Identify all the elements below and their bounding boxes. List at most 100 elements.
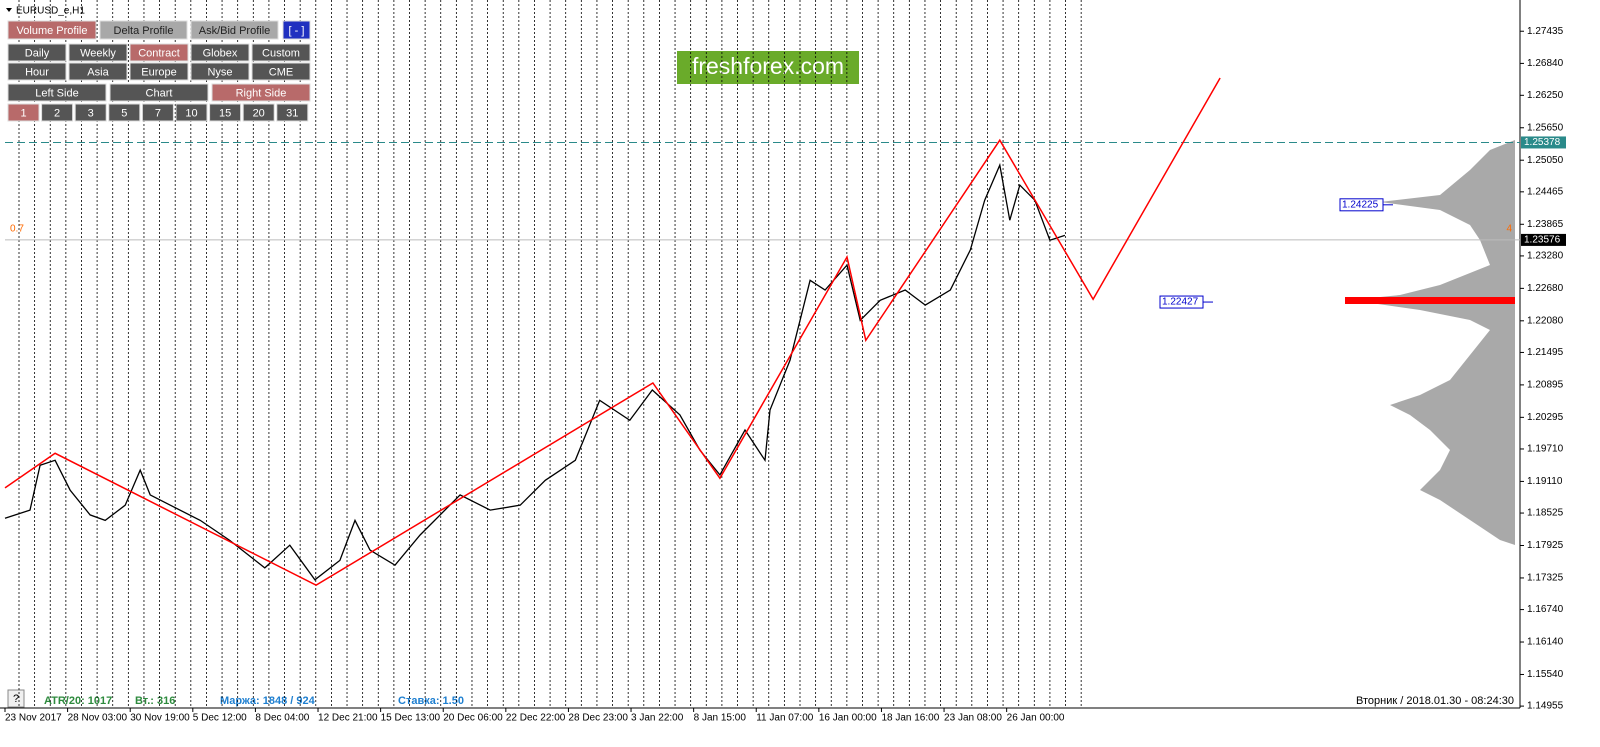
watermark-box (677, 51, 859, 84)
price-line (4, 162, 1066, 581)
x-tick-label: 20 Dec 06:00 (443, 713, 503, 724)
profile-level-box (1159, 295, 1204, 309)
x-tick-label: 8 Jan 15:00 (694, 713, 747, 724)
toolbar-button[interactable] (209, 103, 242, 122)
toolbar-button[interactable] (141, 103, 174, 122)
x-tick-label: 16 Jan 00:00 (819, 713, 877, 724)
toolbar-button-label[interactable]: Left Side (35, 87, 78, 99)
toolbar-button[interactable] (7, 20, 97, 40)
toolbar-button[interactable] (68, 43, 128, 62)
toolbar-button-label[interactable]: Delta Profile (114, 25, 174, 37)
x-tick-label: 15 Dec 13:00 (381, 713, 441, 724)
y-tick-label: 1.16740 (1527, 604, 1564, 615)
toolbar-button[interactable] (129, 62, 189, 81)
x-tick-label: 12 Dec 21:00 (318, 713, 378, 724)
y-tick-label: 1.16140 (1527, 637, 1564, 648)
help-label[interactable]: ? (13, 693, 19, 705)
toolbar-button-label[interactable]: Daily (25, 47, 50, 59)
toolbar-button[interactable] (7, 43, 67, 62)
toolbar-button[interactable] (99, 20, 188, 40)
toolbar-button[interactable] (41, 103, 74, 122)
profile-level-label: 1.22427 (1162, 297, 1199, 308)
toolbar-button-label[interactable]: 20 (253, 107, 265, 119)
toolbar-button[interactable] (129, 43, 189, 62)
margin: Маржа: 1848 / 924 (220, 695, 316, 707)
y-tick-label: 1.17925 (1527, 540, 1564, 551)
rate: Ставка: 1.50 (398, 695, 464, 707)
right-marker: 4 (1506, 224, 1512, 235)
y-tick-label: 1.20895 (1527, 380, 1564, 391)
toolbar-button-label[interactable]: 3 (88, 107, 94, 119)
x-tick-label: 18 Jan 16:00 (881, 713, 939, 724)
toolbar-button-label[interactable]: 31 (286, 107, 298, 119)
toolbar-button-label[interactable]: 15 (219, 107, 231, 119)
y-tick-label: 1.23865 (1527, 219, 1564, 230)
datetime: Вторник / 2018.01.30 - 08:24:30 (1356, 695, 1514, 707)
current-price-label: 1.23576 (1524, 235, 1561, 246)
toolbar-button[interactable] (7, 83, 107, 102)
toolbar-button-label[interactable]: Volume Profile (17, 25, 88, 37)
y-tick-label: 1.26250 (1527, 90, 1564, 101)
toolbar-button[interactable] (109, 83, 209, 102)
toolbar-button[interactable] (190, 20, 279, 40)
toolbar-button-label[interactable]: Asia (87, 66, 109, 78)
toolbar-button-label[interactable]: 1 (20, 107, 26, 119)
y-tick-label: 1.22680 (1527, 283, 1564, 294)
y-tick-label: 1.19110 (1527, 476, 1563, 487)
y-tick-label: 1.21495 (1527, 347, 1564, 358)
toolbar-button-label[interactable]: CME (269, 66, 293, 78)
x-tick-label: 23 Nov 2017 (5, 713, 62, 724)
y-tick-label: 1.25650 (1527, 122, 1564, 133)
toolbar-button-label[interactable]: Weekly (80, 47, 116, 59)
toolbar-button-label[interactable]: 2 (54, 107, 60, 119)
x-tick-label: 11 Jan 07:00 (756, 713, 814, 724)
current-price-box (1521, 233, 1566, 246)
toolbar-button-label[interactable]: Ask/Bid Profile (199, 25, 271, 37)
help-button[interactable] (7, 689, 25, 708)
toolbar-button-label[interactable]: 5 (121, 107, 127, 119)
toolbar-button-label[interactable]: 10 (185, 107, 197, 119)
x-tick-label: 28 Dec 23:00 (568, 713, 628, 724)
toolbar-button-label[interactable]: Hour (25, 66, 49, 78)
x-tick-label: 30 Nov 19:00 (130, 713, 190, 724)
profile-level-label: 1.24225 (1342, 199, 1379, 210)
x-tick-label: 5 Dec 12:00 (193, 713, 247, 724)
toolbar-button-label[interactable]: Nyse (207, 66, 232, 78)
toolbar-button[interactable] (68, 62, 128, 81)
toolbar-button-label[interactable]: Europe (141, 66, 176, 78)
toolbar-button[interactable] (190, 43, 250, 62)
toolbar-button-label[interactable]: [ - ] (289, 25, 305, 37)
toolbar-button[interactable] (282, 20, 311, 40)
toolbar-button-label[interactable]: Custom (262, 47, 300, 59)
toolbar-button-label[interactable]: Chart (146, 87, 173, 99)
toolbar-button[interactable] (190, 62, 250, 81)
toolbar-button[interactable] (7, 62, 67, 81)
volume-poc (1345, 297, 1515, 304)
toolbar-button[interactable] (7, 103, 40, 122)
y-tick-label: 1.15540 (1527, 669, 1564, 680)
x-tick-label: 8 Dec 04:00 (255, 713, 309, 724)
toolbar-button[interactable] (251, 43, 311, 62)
x-tick-label: 23 Jan 08:00 (944, 713, 1002, 724)
toolbar-button[interactable] (211, 83, 311, 102)
y-tick-label: 1.20295 (1527, 412, 1564, 423)
y-tick-label: 1.22080 (1527, 315, 1564, 326)
toolbar-button-label[interactable]: 7 (155, 107, 161, 119)
toolbar-button[interactable] (108, 103, 141, 122)
toolbar-button[interactable] (175, 103, 208, 122)
toolbar-button[interactable] (276, 103, 309, 122)
toolbar-button[interactable] (74, 103, 107, 122)
x-tick-label: 3 Jan 22:00 (631, 713, 684, 724)
toolbar-button[interactable] (251, 62, 311, 81)
x-tick-label: 22 Dec 22:00 (506, 713, 566, 724)
toolbar-button[interactable] (242, 103, 275, 122)
toolbar-button-label[interactable]: Contract (138, 47, 180, 59)
menu-arrow[interactable] (6, 8, 12, 12)
y-tick-label: 1.18525 (1527, 508, 1564, 519)
toolbar-button-label[interactable]: Globex (203, 47, 238, 59)
zigzag-line (4, 77, 1221, 587)
volume-profile (1350, 140, 1515, 545)
watermark: freshforex.com (692, 53, 844, 79)
toolbar-button-label[interactable]: Right Side (236, 87, 287, 99)
